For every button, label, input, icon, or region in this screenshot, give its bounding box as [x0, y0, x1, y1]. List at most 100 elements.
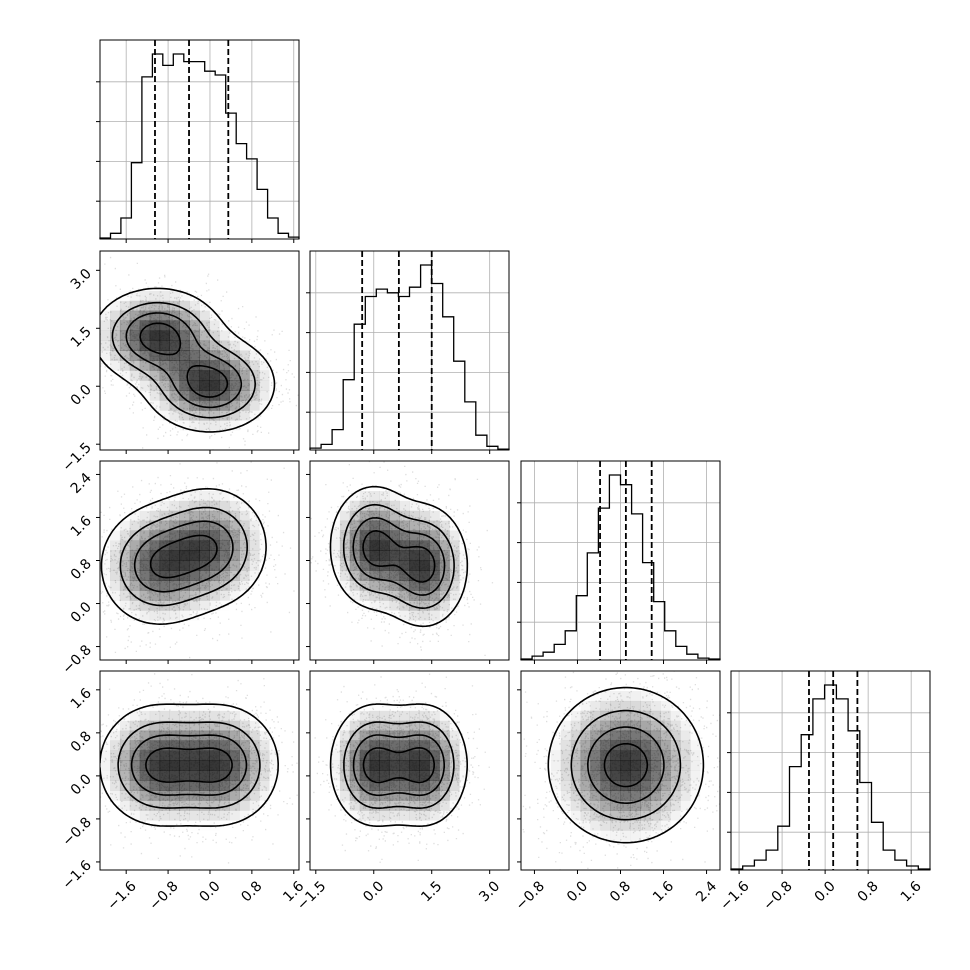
density-cell [199, 740, 210, 751]
density-cell [189, 780, 200, 791]
density-cell [179, 300, 190, 312]
density-cell [179, 330, 190, 341]
density-cell [439, 770, 450, 781]
density-cell [159, 360, 170, 371]
density-cell [219, 500, 230, 512]
density-cell [179, 770, 190, 781]
density-cell [179, 410, 190, 421]
density-cell [170, 701, 180, 711]
density-cell [439, 600, 450, 611]
density-cell [369, 810, 380, 821]
density-cell [149, 380, 161, 391]
density-cell [239, 730, 250, 741]
density-cell [650, 820, 661, 831]
density-cell [110, 350, 121, 361]
density-cell [139, 350, 151, 361]
density-cell [399, 730, 410, 741]
density-cell [199, 750, 210, 761]
density-cell [189, 520, 200, 531]
density-cell [449, 750, 460, 761]
density-cell [229, 550, 240, 561]
density-cell [259, 360, 269, 370]
density-cell [139, 810, 151, 821]
density-cell [409, 780, 420, 791]
density-cell [439, 550, 450, 561]
density-cell [119, 520, 131, 531]
density-cell [429, 800, 440, 811]
density-cell [640, 800, 651, 811]
contour-level-2 [352, 734, 445, 797]
density-cell [379, 720, 390, 732]
density-cell [129, 360, 141, 371]
density-cell [110, 570, 121, 581]
density-cell [449, 780, 460, 791]
density-cell [359, 770, 371, 781]
density-cell [169, 570, 180, 581]
density-cell [630, 750, 641, 761]
density-cell [259, 780, 270, 791]
density-cell [449, 580, 460, 591]
density-cell [259, 541, 269, 551]
density-cell [239, 350, 250, 361]
density-cell [179, 740, 190, 751]
density-cell [350, 711, 360, 721]
panel-frame [99, 250, 300, 451]
density-cell [600, 730, 611, 741]
density-cell [209, 800, 220, 811]
density-cell [600, 790, 611, 801]
panel-frame [99, 39, 300, 240]
density-cell [100, 320, 111, 331]
density-cell [239, 410, 250, 421]
density-panel-3-1 [306, 670, 510, 874]
density-cell [219, 340, 230, 351]
y-tick-label-1-3: 3.0 [68, 266, 95, 293]
density-cell [409, 550, 420, 561]
panel-content [100, 461, 295, 660]
density-cell [429, 590, 440, 601]
density-cell [159, 300, 170, 312]
density-cell [339, 560, 351, 571]
density-cell [601, 691, 611, 701]
density-cell [239, 740, 250, 751]
contour-level-0 [329, 703, 468, 827]
density-cell [179, 580, 190, 591]
density-cells [110, 490, 269, 621]
density-cell [399, 750, 410, 761]
density-panel-2-1 [306, 460, 510, 664]
density-cell [169, 780, 180, 791]
panel-content [100, 671, 298, 864]
density-cell [199, 420, 210, 431]
density-cell [359, 570, 371, 581]
density-cell [610, 710, 621, 722]
density-cell [389, 590, 400, 601]
density-cell [209, 340, 220, 351]
density-cell [610, 750, 621, 761]
density-cell [179, 400, 190, 411]
density-cell [590, 800, 601, 811]
panel-frame [309, 670, 510, 871]
density-cell [379, 750, 390, 761]
density-cell [219, 330, 230, 341]
density-cell [179, 510, 190, 522]
density-cell [439, 720, 450, 732]
density-cell [359, 490, 371, 502]
density-cell [650, 740, 661, 751]
density-cell [419, 770, 430, 781]
density-cell [389, 550, 400, 561]
density-cell [580, 750, 591, 761]
density-panel-3-2 [517, 670, 721, 874]
density-cell [399, 520, 410, 531]
density-cell [169, 550, 180, 561]
density-cell [409, 750, 420, 761]
density-cell [149, 540, 161, 551]
density-cell [660, 750, 671, 761]
density-cell [139, 540, 151, 551]
density-cell [129, 790, 141, 801]
density-cell [600, 780, 611, 791]
density-cell [670, 730, 681, 741]
density-cell [219, 780, 230, 791]
density-cell [349, 760, 361, 771]
density-cell [119, 350, 131, 361]
density-cell [229, 750, 240, 761]
density-cell [249, 520, 260, 531]
